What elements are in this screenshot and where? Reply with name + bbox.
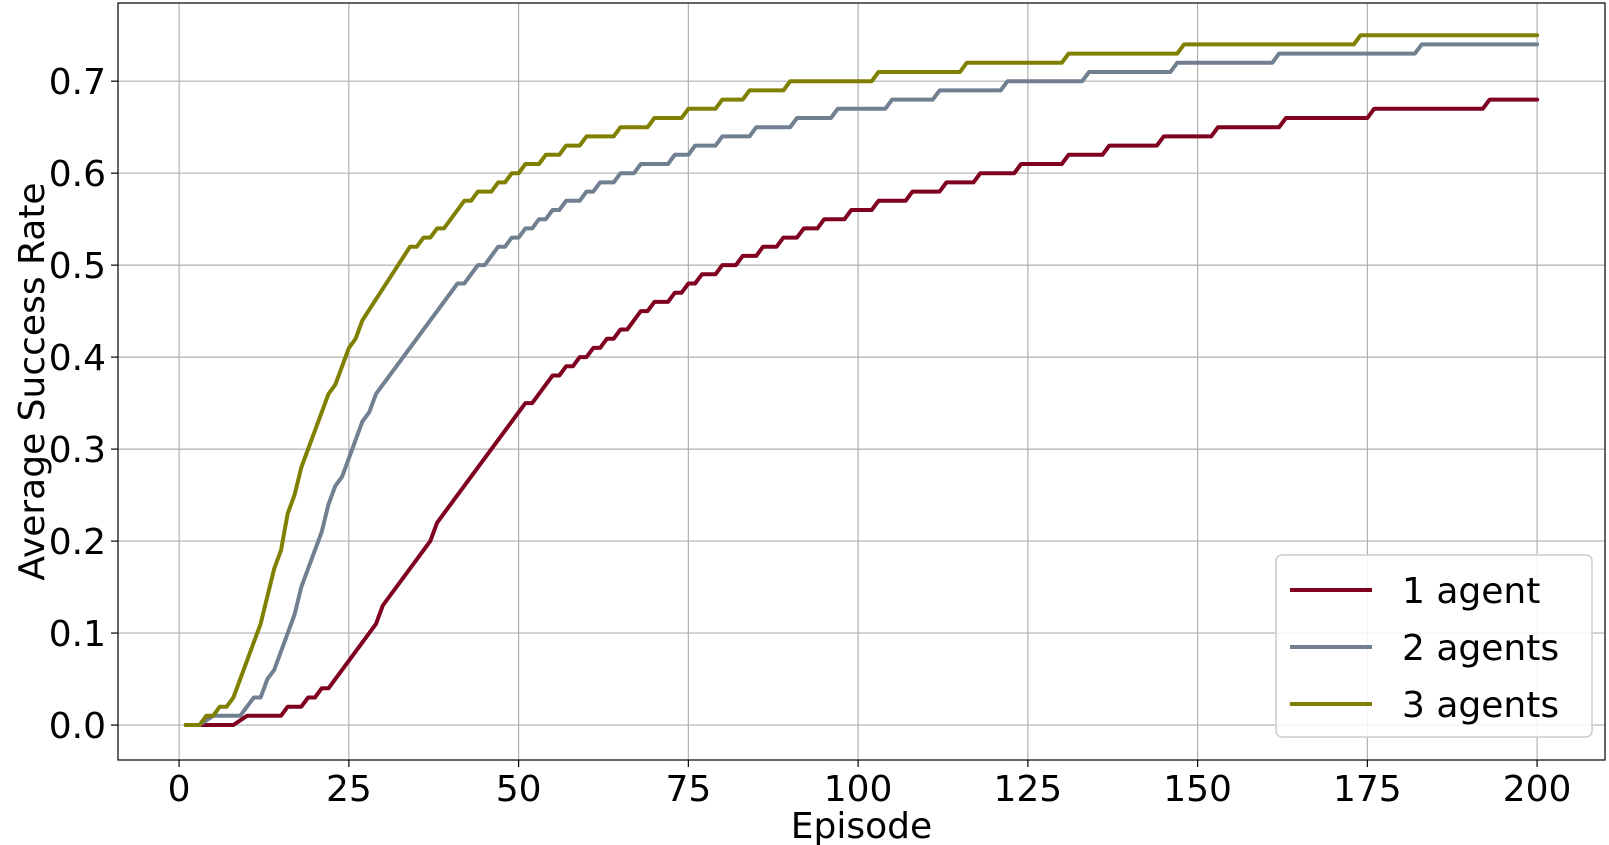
y-axis-title: Average Success Rate <box>12 182 53 580</box>
x-tick-label: 200 <box>1503 769 1572 810</box>
x-axis-title: Episode <box>791 806 932 845</box>
legend: 1 agent 2 agents 3 agents <box>1275 554 1593 738</box>
y-tick-label: 0.7 <box>49 62 106 103</box>
legend-box <box>1275 554 1593 738</box>
series-line-1 <box>183 97 1540 727</box>
y-tick-label: 0.0 <box>49 706 106 747</box>
x-tick-label: 25 <box>326 769 372 810</box>
series-line-3 <box>183 33 1540 727</box>
legend-label-3: 3 agents <box>1402 685 1559 726</box>
y-tick-label: 0.5 <box>49 246 106 287</box>
axis-ticks: 0 25 50 75 100 125 150 175 200 0.0 0.1 0.2 0.3 0.4 0.5… <box>49 62 1572 810</box>
x-tick-label: 75 <box>665 769 711 810</box>
x-tick-label: 125 <box>993 769 1062 810</box>
y-tick-label: 0.6 <box>49 154 106 195</box>
legend-label-2: 2 agents <box>1402 628 1559 669</box>
y-tick-label: 0.4 <box>49 338 106 379</box>
series-line-2 <box>183 42 1540 727</box>
y-tick-label: 0.3 <box>49 430 106 471</box>
plot-area-frame <box>117 2 1606 761</box>
y-tick-label: 0.2 <box>49 522 106 563</box>
x-tick-label: 100 <box>824 769 893 810</box>
x-tick-label: 175 <box>1333 769 1402 810</box>
legend-label-1: 1 agent <box>1402 571 1540 612</box>
y-tick-label: 0.1 <box>49 614 106 655</box>
x-tick-label: 50 <box>496 769 542 810</box>
series-lines <box>183 33 1540 727</box>
x-tick-label: 0 <box>168 769 191 810</box>
x-tick-label: 150 <box>1163 769 1232 810</box>
